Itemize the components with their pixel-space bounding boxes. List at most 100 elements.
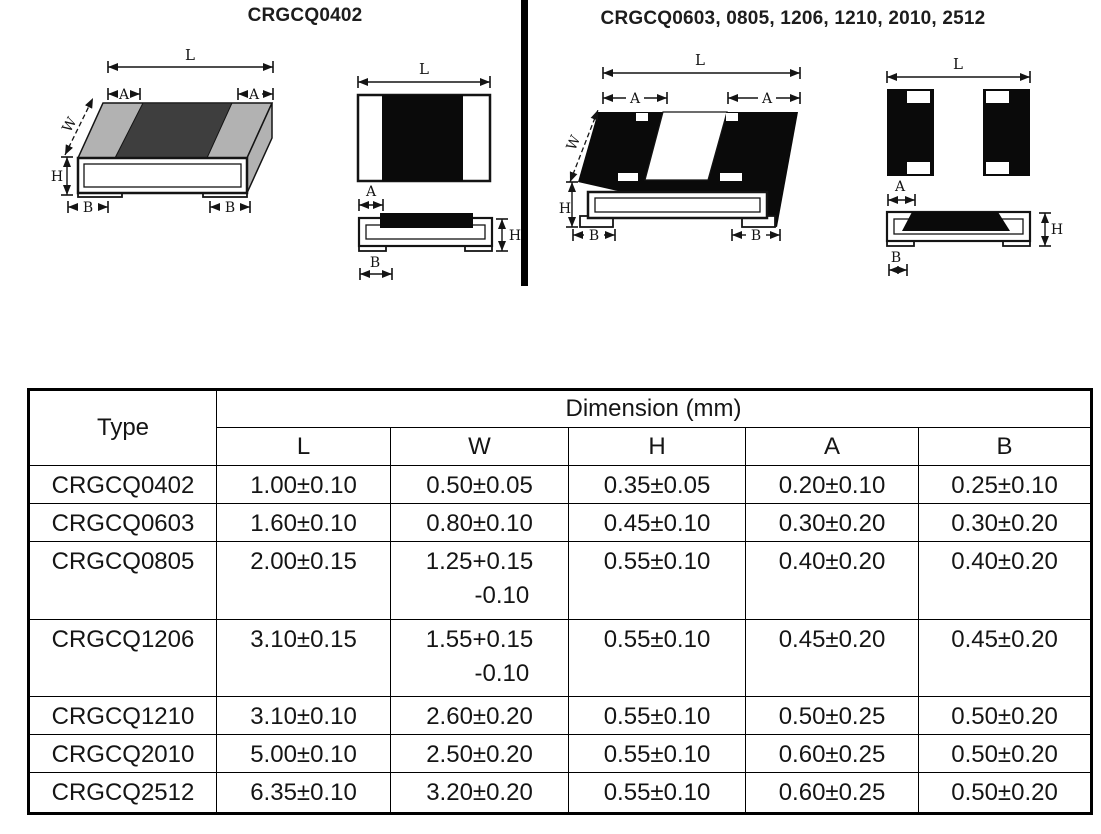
chip-terminal-step (726, 113, 738, 121)
dim-label-B: B (891, 250, 901, 266)
side-view-resistive-bar (380, 213, 473, 228)
cell-W: 1.25+0.15 -0.10 (390, 541, 569, 620)
cell-W: 0.50±0.05 (390, 465, 569, 504)
chip-terminal-step (636, 113, 648, 121)
table-row: CRGCQ2512 6.35±0.10 3.20±0.20 0.55±0.10 … (28, 772, 1093, 814)
cell-W: 1.55+0.15 -0.10 (390, 619, 569, 697)
cell-type: CRGCQ0805 (28, 541, 217, 620)
dim-label-L: L (695, 51, 705, 69)
cell-type: CRGCQ2512 (28, 772, 217, 814)
cell-L: 3.10±0.15 (216, 619, 391, 697)
cell-W: 2.50±0.20 (390, 734, 569, 773)
iso-view-0402-diagram: L A A W H B B (51, 46, 274, 216)
cell-type: CRGCQ0402 (28, 465, 217, 504)
cell-L: 1.00±0.10 (216, 465, 391, 504)
table-header-row: Type Dimension (mm) (28, 389, 1093, 466)
cell-A: 0.30±0.20 (745, 503, 919, 542)
dim-label-L: L (185, 46, 195, 64)
dim-label-H: H (51, 169, 63, 185)
section-divider (521, 0, 528, 286)
dim-label-B: B (370, 255, 380, 271)
table-row: CRGCQ1210 3.10±0.10 2.60±0.20 0.55±0.10 … (28, 696, 1093, 735)
dim-label-B: B (589, 228, 599, 244)
cell-H: 0.55±0.10 (568, 734, 746, 773)
iso-view-0603-diagram: L A A W H B B (559, 51, 801, 244)
table-row: CRGCQ0805 2.00±0.15 1.25+0.15 -0.10 0.55±… (28, 541, 1093, 620)
cell-type: CRGCQ1210 (28, 696, 217, 735)
cell-W: 0.80±0.10 (390, 503, 569, 542)
cell-A: 0.20±0.10 (745, 465, 919, 504)
cell-L: 3.10±0.10 (216, 696, 391, 735)
cell-B: 0.30±0.20 (917, 503, 1093, 542)
dim-label-A: A (365, 184, 377, 200)
top-view-corner-pad (907, 91, 930, 103)
cell-L: 6.35±0.10 (216, 772, 391, 814)
cell-B: 0.50±0.20 (917, 696, 1093, 735)
table-row: CRGCQ0603 1.60±0.10 0.80±0.10 0.45±0.10 … (28, 503, 1093, 542)
dim-label-W: W (59, 114, 80, 135)
cell-A: 0.60±0.25 (745, 734, 919, 773)
dim-label-W: W (564, 133, 585, 153)
chip-coating-stripe (644, 111, 728, 181)
cell-H: 0.35±0.05 (568, 465, 746, 504)
cell-H: 0.55±0.10 (568, 696, 746, 735)
dim-label-A: A (761, 91, 773, 107)
dim-label-A: A (248, 87, 260, 103)
cell-B: 0.50±0.20 (917, 734, 1093, 773)
cell-L: 2.00±0.15 (216, 541, 391, 620)
cell-type: CRGCQ2010 (28, 734, 217, 773)
cell-L: 5.00±0.10 (216, 734, 391, 773)
top-view-coating-stripe (934, 89, 983, 176)
dim-label-H: H (509, 228, 521, 244)
chip-terminal-step (720, 173, 742, 181)
cell-W: 3.20±0.20 (390, 772, 569, 814)
top-view-resistive-area (382, 95, 463, 181)
chip-terminal-step (618, 173, 638, 181)
dimension-table: Type Dimension (mm) L W H A B CRGCQ0402 … (27, 388, 1094, 815)
table-row: CRGCQ2010 5.00±0.10 2.50±0.20 0.55±0.10 … (28, 734, 1093, 773)
dim-label-A: A (118, 87, 130, 103)
cell-H: 0.45±0.10 (568, 503, 746, 542)
dim-label-L: L (953, 55, 963, 73)
chip-front-inner-line (594, 197, 761, 213)
chip-front-face (586, 190, 769, 220)
top-side-view-0603-diagram: L A H B (885, 55, 1063, 276)
table-row: CRGCQ1206 3.10±0.15 1.55+0.15 -0.10 0.55±… (28, 619, 1093, 697)
chip-front-inner-line (83, 163, 242, 188)
top-side-view-0402-diagram: L A H B (356, 60, 521, 280)
dim-label-B: B (83, 200, 93, 216)
cell-A: 0.50±0.25 (745, 696, 919, 735)
cell-B: 0.25±0.10 (917, 465, 1093, 504)
cell-H: 0.55±0.10 (568, 772, 746, 814)
cell-B: 0.45±0.20 (917, 619, 1093, 697)
dim-label-B: B (225, 200, 235, 216)
dim-label-A: A (629, 91, 641, 107)
cell-W: 2.60±0.20 (390, 696, 569, 735)
header-col-W: W (390, 427, 569, 466)
top-view-corner-pad (986, 91, 1009, 103)
side-view-resistive-trapezoid (902, 212, 1010, 231)
cell-A: 0.60±0.25 (745, 772, 919, 814)
top-view-corner-pad (907, 162, 930, 174)
cell-L: 1.60±0.10 (216, 503, 391, 542)
table-subheader-row: L W H A B (29, 427, 1093, 466)
header-col-A: A (745, 427, 919, 466)
table-row: CRGCQ0402 1.00±0.10 0.50±0.05 0.35±0.05 … (28, 465, 1093, 504)
right-section-title: CRGCQ0603, 0805, 1206, 1210, 2010, 2512 (600, 8, 986, 29)
cell-A: 0.45±0.20 (745, 619, 919, 697)
header-col-L: L (216, 427, 391, 466)
dim-label-B: B (751, 228, 761, 244)
dim-label-L: L (419, 60, 429, 78)
cell-H: 0.55±0.10 (568, 619, 746, 697)
header-type: Type (28, 389, 217, 466)
dim-label-A: A (894, 179, 906, 195)
dim-label-H: H (559, 201, 571, 217)
header-col-B: B (917, 427, 1093, 466)
cell-H: 0.55±0.10 (568, 541, 746, 620)
header-col-H: H (568, 427, 746, 466)
top-view-corner-pad (986, 162, 1009, 174)
cell-B: 0.40±0.20 (917, 541, 1093, 620)
cell-type: CRGCQ1206 (28, 619, 217, 697)
header-dimension-group: Dimension (mm) (215, 389, 1093, 428)
cell-A: 0.40±0.20 (745, 541, 919, 620)
